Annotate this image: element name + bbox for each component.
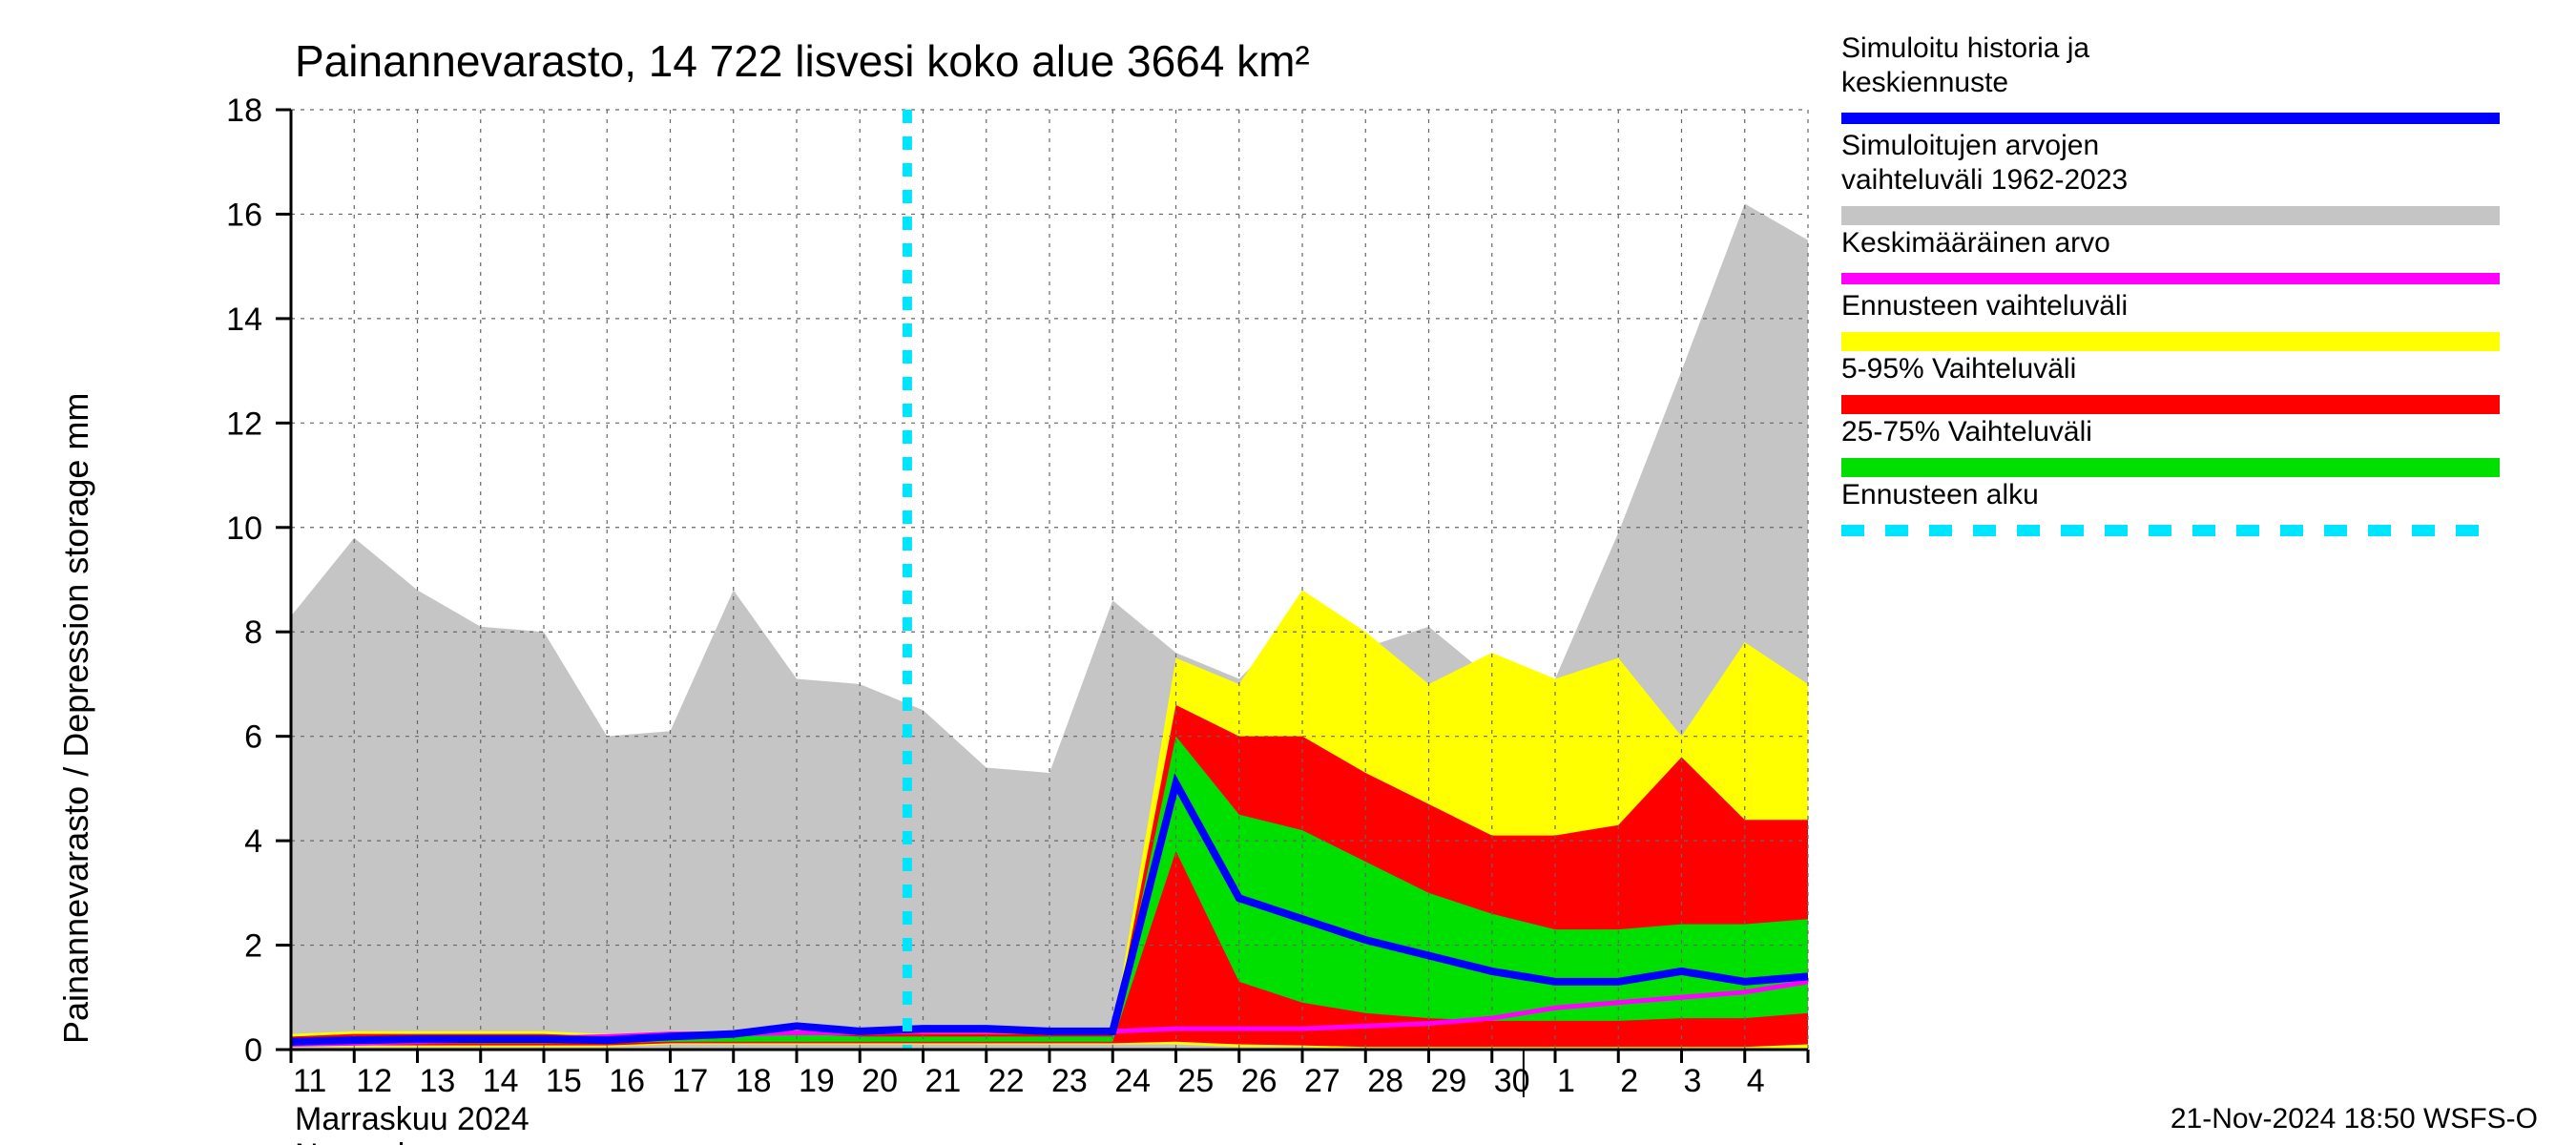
x-tick-label: 2 bbox=[1620, 1063, 1638, 1099]
x-tick-label: 25 bbox=[1178, 1063, 1215, 1099]
x-tick-label: 3 bbox=[1684, 1063, 1702, 1099]
x-tick-label: 29 bbox=[1431, 1063, 1467, 1099]
legend-label: 25-75% Vaihteluväli bbox=[1841, 416, 2092, 448]
legend-label: Keskimääräinen arvo bbox=[1841, 227, 2110, 259]
depression-storage-chart: 0246810121416181112131415161718192021222… bbox=[0, 0, 2576, 1145]
x-tick-label: 24 bbox=[1114, 1063, 1151, 1099]
chart-footer: 21-Nov-2024 18:50 WSFS-O bbox=[2171, 1103, 2538, 1135]
x-tick-label: 1 bbox=[1557, 1063, 1575, 1099]
x-month-label-1: Marraskuu 2024 bbox=[295, 1101, 530, 1137]
x-tick-label: 23 bbox=[1051, 1063, 1088, 1099]
y-axis-label: Painannevarasto / Depression storage mm bbox=[56, 393, 95, 1044]
x-tick-label: 11 bbox=[293, 1063, 326, 1099]
x-tick-label: 13 bbox=[420, 1063, 456, 1099]
legend-swatch bbox=[1841, 458, 2500, 477]
legend-swatch bbox=[1841, 332, 2500, 351]
x-tick-label: 18 bbox=[736, 1063, 772, 1099]
x-tick-label: 17 bbox=[673, 1063, 709, 1099]
x-tick-label: 4 bbox=[1747, 1063, 1765, 1099]
x-tick-label: 16 bbox=[609, 1063, 645, 1099]
chart-svg: 0246810121416181112131415161718192021222… bbox=[0, 0, 2576, 1145]
legend-label: vaihteluväli 1962-2023 bbox=[1841, 164, 2128, 196]
x-tick-label: 30 bbox=[1494, 1063, 1530, 1099]
legend-label: Simuloitu historia ja bbox=[1841, 32, 2089, 64]
y-tick-label: 16 bbox=[226, 197, 262, 233]
y-tick-label: 10 bbox=[226, 510, 262, 547]
x-tick-label: 14 bbox=[483, 1063, 519, 1099]
x-month-label-2: November bbox=[295, 1137, 445, 1145]
x-tick-label: 20 bbox=[862, 1063, 898, 1099]
legend-label: keskiennuste bbox=[1841, 67, 2008, 98]
y-tick-label: 6 bbox=[244, 719, 262, 756]
y-tick-label: 14 bbox=[226, 302, 262, 338]
y-tick-label: 2 bbox=[244, 928, 262, 965]
legend-label: 5-95% Vaihteluväli bbox=[1841, 353, 2076, 385]
y-tick-label: 18 bbox=[226, 93, 262, 129]
legend-label: Ennusteen vaihteluväli bbox=[1841, 290, 2128, 322]
x-tick-label: 27 bbox=[1304, 1063, 1340, 1099]
x-tick-label: 21 bbox=[925, 1063, 962, 1099]
legend-swatch bbox=[1841, 395, 2500, 414]
y-tick-label: 12 bbox=[226, 406, 262, 442]
x-tick-label: 26 bbox=[1241, 1063, 1278, 1099]
chart-title: Painannevarasto, 14 722 lisvesi koko alu… bbox=[295, 36, 1310, 86]
legend-label: Ennusteen alku bbox=[1841, 479, 2039, 510]
x-tick-label: 22 bbox=[988, 1063, 1025, 1099]
x-tick-label: 12 bbox=[356, 1063, 392, 1099]
y-tick-label: 4 bbox=[244, 823, 262, 860]
legend-swatch bbox=[1841, 206, 2500, 225]
legend-label: Simuloitujen arvojen bbox=[1841, 130, 2099, 161]
y-tick-label: 0 bbox=[244, 1032, 262, 1069]
y-tick-label: 8 bbox=[244, 614, 262, 651]
x-tick-label: 15 bbox=[546, 1063, 582, 1099]
x-tick-label: 28 bbox=[1367, 1063, 1403, 1099]
x-tick-label: 19 bbox=[799, 1063, 835, 1099]
